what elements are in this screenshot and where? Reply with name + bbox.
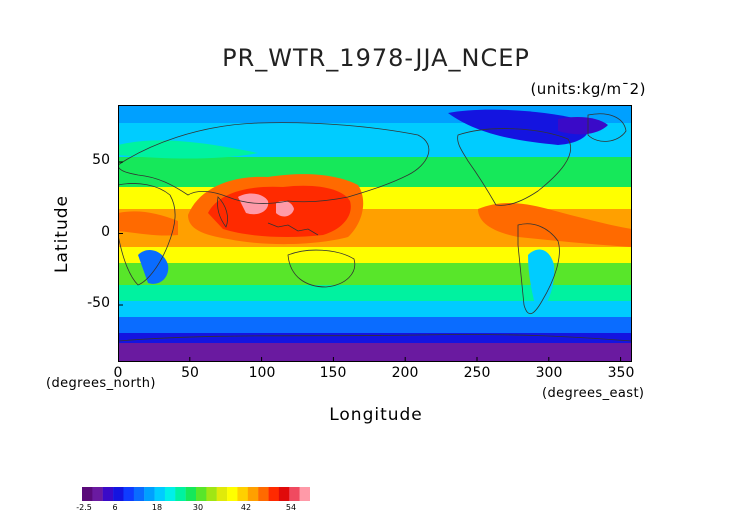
x-tick-label: 50 — [181, 365, 199, 381]
map-title: PR_WTR_1978-JJA_NCEP — [222, 44, 530, 72]
colorbar-swatch — [268, 487, 280, 501]
y-axis-unit: (degrees_north) — [46, 376, 156, 391]
colorbar-swatch — [123, 487, 135, 501]
colorbar-label: 30 — [192, 503, 204, 512]
colorbar-swatch — [154, 487, 166, 501]
y-tick-label: 0 — [101, 224, 110, 240]
y-tick-label: -50 — [87, 295, 110, 311]
x-axis-unit: (degrees_east) — [542, 386, 645, 401]
colorbar-swatch — [102, 487, 114, 501]
colorbar-swatch — [175, 487, 186, 501]
colorbar-label: 42 — [240, 503, 252, 512]
colorbar-swatch — [113, 487, 124, 501]
x-tick-label: 350 — [607, 365, 635, 381]
y-tick-label: 50 — [92, 152, 110, 168]
colorbar-label: 54 — [285, 503, 297, 512]
y-axis-label: Latitude — [52, 195, 72, 273]
x-tick-label: 300 — [535, 365, 563, 381]
colorbar-swatch — [82, 487, 93, 501]
colorbar-label: 18 — [151, 503, 163, 512]
colorbar-swatch — [237, 487, 249, 501]
x-tick-label: 0 — [113, 365, 123, 381]
colorbar-swatch — [247, 487, 259, 501]
colorbar — [82, 487, 310, 501]
colorbar-swatch — [92, 487, 103, 501]
colorbar-label: -2.5 — [76, 503, 92, 512]
colorbar-swatch — [258, 487, 269, 501]
colorbar-swatch — [185, 487, 197, 501]
colorbar-swatch — [299, 487, 310, 501]
x-axis-label: Longitude — [329, 405, 423, 425]
colorbar-swatch — [144, 487, 155, 501]
colorbar-swatch — [227, 487, 238, 501]
x-tick-label: 100 — [248, 365, 276, 381]
colorbar-swatch — [278, 487, 290, 501]
colorbar-swatch — [196, 487, 207, 501]
colorbar-swatch — [133, 487, 145, 501]
x-tick-label: 200 — [391, 365, 419, 381]
colorbar-label: 6 — [112, 503, 118, 512]
colorbar-swatch — [206, 487, 217, 501]
colorbar-swatch — [289, 487, 300, 501]
precipitable-water-map — [118, 105, 632, 362]
colorbar-swatch — [164, 487, 176, 501]
colorbar-swatch — [216, 487, 228, 501]
x-tick-label: 150 — [319, 365, 347, 381]
x-tick-label: 250 — [463, 365, 491, 381]
units-label: (units:kg/m¯2) — [530, 80, 646, 98]
